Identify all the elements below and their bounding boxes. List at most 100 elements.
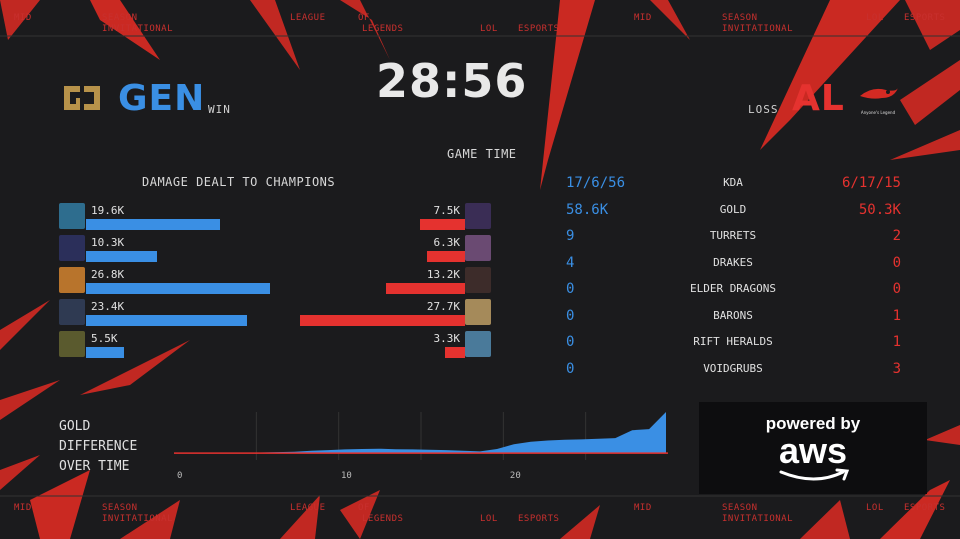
ticker-top: MID SEASON INVITATIONAL LEAGUE OF LEGEND… [0,13,960,49]
stat-name: DRAKES [713,255,753,269]
ticker-word: MID [634,13,652,23]
ticker-bottom: MID SEASON INVITATIONAL LEAGUE OF LEGEND… [0,503,960,539]
stat-right-value: 3 [892,360,901,377]
damage-bar [445,347,465,358]
champion-portrait [59,267,85,293]
ticker-word: ESPORTS [904,13,946,23]
aws-wordmark: aws [778,430,848,471]
gen-g-logo-icon [64,86,100,110]
team-right-result: LOSS [748,103,779,116]
team-left-name: GEN [118,78,206,119]
ticker-word: SEASON [722,503,758,513]
al-bird-icon [860,88,898,99]
damage-bar [86,315,247,326]
gold-x-tick: 0 [177,471,182,481]
damage-value: 10.3K [91,236,125,249]
stat-right-value: 50.3K [858,201,901,218]
gold-x-tick: 20 [510,471,521,481]
stat-right-value: 2 [892,228,901,244]
ticker-word: ESPORTS [904,503,946,513]
aws-smile-icon [779,468,850,481]
stat-right-value: 0 [892,281,901,297]
stat-left-value: 0 [566,360,575,377]
aws-powered-by: powered by [765,414,861,433]
gold-title-line: GOLD [59,419,91,434]
stat-right-value: 6/17/15 [841,175,901,191]
damage-bar [86,347,124,358]
damage-bar [427,251,465,262]
champion-portrait [59,299,85,325]
ticker-word: SEASON [102,13,138,23]
champion-portrait [59,331,85,357]
damage-value: 27.7K [426,300,460,313]
ticker-word: INVITATIONAL [722,24,794,34]
stat-name: ELDER DRAGONS [689,282,777,295]
ticker-word: MID [14,13,32,23]
team-left-result: WIN [208,103,231,116]
team-right-name: AL [792,78,845,119]
damage-title: DAMAGE DEALT TO CHAMPIONS [142,175,336,189]
damage-value: 13.2K [426,268,460,281]
ticker-word: INVITATIONAL [102,24,174,34]
ticker-word: OF [358,503,370,513]
champion-portrait [465,299,491,325]
stat-left-value: 58.6K [566,201,609,218]
stat-name: RIFT HERALDS [693,335,773,348]
ticker-word: LOL [866,503,884,513]
gold-difference-chart: 0 10 20 [174,412,668,481]
ticker-word: LOL [866,13,884,23]
ticker-word: OF [358,13,370,23]
ticker-word: ESPORTS [518,24,560,34]
gold-chart-title: GOLD DIFFERENCE OVER TIME [59,417,137,477]
gold-x-tick: 10 [341,471,352,481]
ticker-word: LEGENDS [362,24,404,34]
stat-left-value: 0 [566,334,575,350]
ticker-word: ESPORTS [518,514,560,524]
damage-value: 7.5K [433,204,461,217]
damage-value: 26.8K [91,268,125,281]
game-timer: 28:56 [376,54,528,108]
ticker-word: LOL [480,24,498,34]
stat-right-value: 1 [892,307,901,324]
damage-value: 23.4K [91,300,125,313]
al-logo-text: Anyone's Legend [860,110,896,115]
damage-value: 6.3K [433,236,461,249]
ticker-word: LEGENDS [362,514,404,524]
champion-portrait [465,203,491,229]
ticker-word: MID [634,503,652,513]
damage-value: 19.6K [91,204,125,217]
damage-bar [420,219,465,230]
gold-area-series [176,412,666,454]
stat-right-value: 1 [892,334,901,350]
ticker-word: SEASON [102,503,138,513]
champion-portrait [59,203,85,229]
champion-portrait [465,267,491,293]
ticker-word: LEAGUE [290,13,326,23]
champion-portrait [465,235,491,261]
ticker-word: INVITATIONAL [722,514,794,524]
stat-name: BARONS [713,308,753,322]
stat-left-value: 0 [566,307,575,324]
ticker-word: MID [14,503,32,513]
damage-bar [86,283,270,294]
stat-name: KDA [723,176,743,189]
stat-right-value: 0 [892,254,901,271]
game-time-label: GAME TIME [447,147,517,161]
stat-name: TURRETS [709,229,757,242]
ticker-word: SEASON [722,13,758,23]
gold-title-line: DIFFERENCE [59,439,138,454]
damage-bar [86,251,157,262]
aws-sponsor-box: powered by aws [699,402,927,494]
stat-left-value: 9 [566,228,575,244]
ticker-word: LOL [480,514,498,524]
stat-name: GOLD [719,202,747,216]
damage-value: 3.3K [433,332,461,345]
damage-value: 5.5K [91,332,118,345]
ticker-word: LEAGUE [290,503,326,513]
champion-portrait [465,331,491,357]
champion-portrait [59,235,85,261]
ticker-word: INVITATIONAL [102,514,174,524]
damage-bar [86,219,220,230]
stat-left-value: 17/6/56 [566,175,626,191]
stat-name: VOIDGRUBS [703,361,763,375]
